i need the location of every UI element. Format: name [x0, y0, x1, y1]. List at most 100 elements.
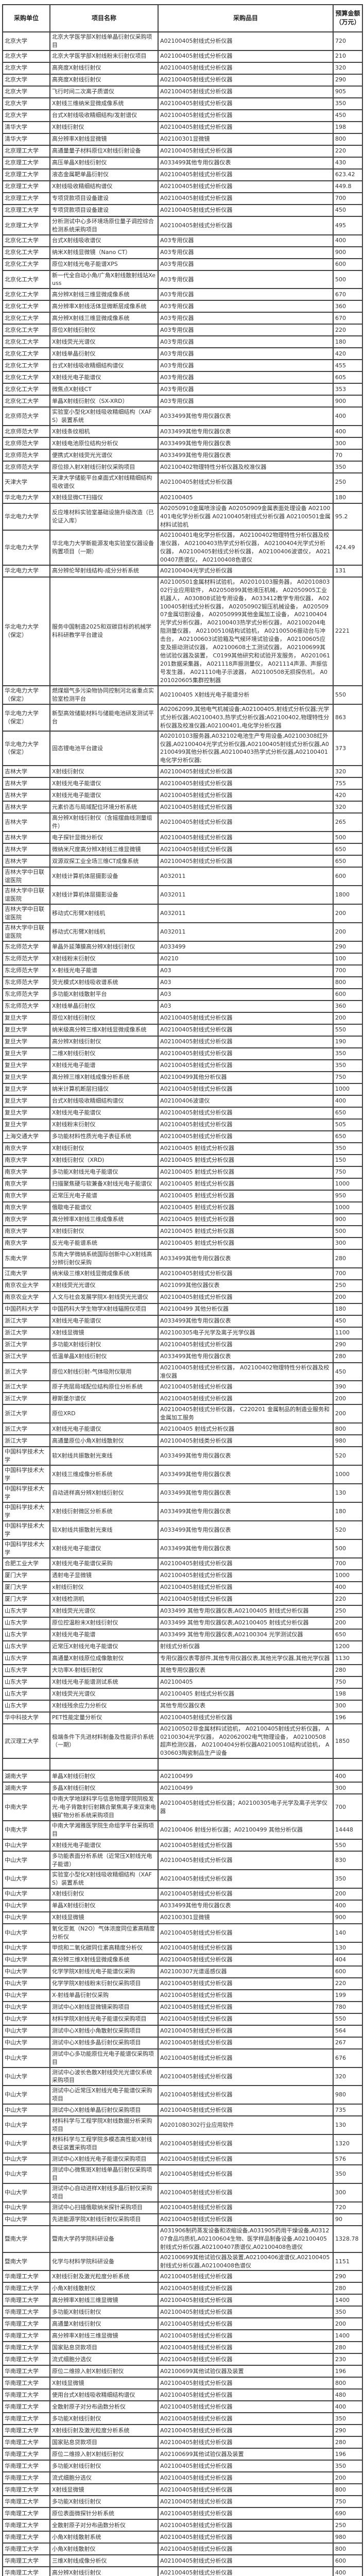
table-row: 浙江大学 原位X射线衍射-气体吸附仪联用 A02100405射线式分析仪器， A02… [2, 1362, 363, 1382]
cell-unit: 山东大学 [2, 1687, 50, 1701]
table-row: 山东大学 原位控温粉末X射线衍射仪 A033499 其他专用仪器仪表,A021004… [2, 1616, 363, 1630]
cell-unit: 暨南大学 [2, 2251, 50, 2272]
cell-unit: 吉林大学中日联谊医院 [2, 867, 50, 887]
cell-budget: 800 [333, 2543, 363, 2556]
cell-unit: 华南理工大学 [2, 2270, 50, 2283]
cell-project: 人文与社会发展学院X-射线荧光光谱仪 [49, 1291, 159, 1304]
cell-unit: 中山大学 [2, 2134, 50, 2154]
cell-project: 二维X射线衍射仪 [49, 1047, 159, 1060]
cell-unit: 合肥工业大学 [2, 1557, 50, 1570]
cell-items: A02100405射线式分析仪器， A02100402物理特性分析仪器及校准仪器 [158, 1362, 334, 1382]
cell-project: 原位二维掠入射X射线衍射仪 [49, 2365, 159, 2378]
cell-unit: 复旦大学 [2, 1035, 50, 1048]
cell-project: 高通量X射线原位成像散射仪 [49, 1652, 159, 1665]
cell-items: A02100405射线式分析仪器 [158, 2353, 334, 2366]
cell-project: 双源双探工业全场三维CT成像系统 [49, 855, 159, 868]
cell-unit: 北京理工大学 [2, 192, 50, 205]
cell-unit: 山东大学 [2, 1699, 50, 1713]
cell-items: A02100405射线式分析仪器 [158, 144, 334, 158]
table-body: 北京大学 北京大学医学部X射线单晶衍射仪采购项目 A02100405射线式分析仪器 7… [2, 31, 363, 2576]
cell-unit: 北京大学 [2, 61, 50, 75]
cell-project: 测试中心微焦斑X射线单晶衍射仪采购项目 [49, 2164, 159, 2184]
cell-unit: 南京大学 [2, 1154, 50, 1167]
cell-project: 材料学院X射线光电子能谱仪采购项目 [49, 2012, 159, 2026]
cell-unit: 复旦大学 [2, 1082, 50, 1096]
cell-items: A032011 [158, 885, 334, 905]
cell-items: A02100405射线式分析仪器 [158, 2388, 334, 2402]
cell-project: 高分辨X射线衍射仪（含摇摆曲线测量组件） [49, 812, 159, 833]
cell-project: 全散射原子对分布函数分析仪 [49, 2400, 159, 2414]
cell-budget: 900 [333, 395, 363, 408]
cell-unit: 中山大学 [2, 2201, 50, 2214]
table-row: 华中科技大学 PET性能定量分析仪 A02100405射线式分析仪器 196 [2, 1711, 363, 1724]
table-row: 浙江大学 X射线光电子能谱仪 A033499其他专用仪器仪表 450 [2, 1314, 363, 1328]
cell-budget: 150 [333, 1154, 363, 1167]
table-row: 厦门大学 X射线检测机 A02100405射线式分析仪器 220 [2, 1592, 363, 1606]
table-row: 浙江大学 X射线显微镜 A02100305电子光学及离子光学仪器 1100 [2, 1326, 363, 1340]
cell-unit: 中山大学 [2, 1887, 50, 1901]
cell-unit: 华南理工大学 [2, 2282, 50, 2295]
table-row: 暨南大学 暨南大学药学院科研设备 A031906制药蒸发设备和浓缩设备,A03190… [2, 2225, 363, 2253]
cell-project: X射线光电子能谱仪 [49, 371, 159, 384]
cell-budget: 1400 [333, 2329, 363, 2343]
cell-unit: 南京大学 [2, 1142, 50, 1155]
table-row: 湖南大学 单晶X射线衍射仪 A02100499 400 [2, 1770, 363, 1783]
table-row: 复旦大学 高分辨X射线衍射仪 A02100405射线式分析仪器 190 [2, 1035, 363, 1048]
cell-budget: 550 [333, 1839, 363, 1852]
cell-budget: 250 [333, 2519, 363, 2532]
table-row: 华北电力大学 X射线显微CT扫描仪 A02100405 180 [2, 491, 363, 504]
cell-items: A02100405射线式分析仪器 [158, 472, 334, 493]
cell-unit: 中山大学 [2, 1923, 50, 1943]
cell-unit: 中山大学 [2, 1851, 50, 1870]
cell-unit: 华南理工大学 [2, 2365, 50, 2378]
cell-unit: 中山大学 [2, 1869, 50, 1889]
cell-items: A02100405射线式分析仪器 [158, 1569, 334, 1582]
cell-items: A02100405射线式分析仪器 [158, 2134, 334, 2154]
cell-items: A02100405射线式分析仪器 [158, 831, 334, 844]
table-row: 中山大学 测试中心X射线小角散射仪采购项目 A02100405射线式分析仪器 564 [2, 2024, 363, 2038]
cell-project: 中南大学地球科学与信息物理学院阴极发光-电子背散射衍射耦合聚焦离子束双束电镜矿物… [49, 1793, 159, 1822]
table-row: 厦门大学 透射电子显微镜 A02100405射线式分析仪器 1000 [2, 1569, 363, 1582]
cell-items: A02100405射线式分析仪器 [158, 204, 334, 217]
cell-budget: 950 [333, 1189, 363, 1202]
cell-budget: 650 [333, 1628, 363, 1641]
cell-unit: 中山大学 [2, 2182, 50, 2202]
cell-project: X射线衍射仪 [49, 765, 159, 778]
cell-items: A033499其他专用仪器仪表 [158, 1501, 334, 1521]
cell-project: 反应堆材料实验室基础设施升级改造（已论证入库） [49, 503, 159, 531]
cell-budget: 1800 [333, 885, 363, 905]
cell-items: A021099其他仪器仪表 [158, 1279, 334, 1292]
cell-unit: 中山大学 [2, 2024, 50, 2038]
cell-project: 移动式C形臂X射线机 [49, 922, 159, 942]
cell-project: X射线光电子能谱测试系统 [49, 1675, 159, 1689]
table-row: 北京理工大学 高压单晶X射线衍射仪 A033499其他专用仪器仪表 430 [2, 156, 363, 170]
table-row: 华南理工大学 X射线显微镜 A02100405射线式分析仪器 800 [2, 2377, 363, 2390]
cell-project: X射线显微镜 [49, 2483, 159, 2497]
cell-items: A02100405射线式分析仪器 [158, 765, 334, 778]
table-row: 华北电力大学 华北电力大学新能源发电实验室仪器设备购置项目（一期） A0210040… [2, 529, 363, 566]
cell-items: A02100405射线式分析仪器 [158, 1106, 334, 1120]
table-row: 中山大学 X射线光电子能谱仪 A02100405射线式分析仪器 550 [2, 1839, 363, 1852]
cell-project: X射线光电子能谱仪 [49, 1422, 159, 1436]
cell-project: X射线检测机 [49, 1592, 159, 1606]
cell-unit: 吉林大学 [2, 831, 50, 844]
table-row: 华南理工大学 国家贴息贷款项目 A02100405射线式分析仪器 280 [2, 2341, 363, 2354]
cell-unit: 吉林大学 [2, 801, 50, 814]
cell-budget: 900 [333, 246, 363, 259]
cell-project: 分析测试中心多环境场原位量子调控综合检测系统采购项目 [49, 215, 159, 235]
table-row: 华北电力大学（保定） 固态锂电池平台建设 A02010103服务器,A032102电… [2, 730, 363, 767]
cell-project: 测试中心X射线小角散射仪采购项目 [49, 2024, 159, 2038]
cell-items: A02100405射线式分析仪器 [158, 1011, 334, 1025]
cell-unit: 华北电力大学 [2, 503, 50, 531]
cell-unit: 中山大学 [2, 1911, 50, 1924]
cell-project: 流式细胞分选仪 [49, 2471, 159, 2485]
cell-budget: 280 [333, 1248, 363, 1268]
cell-items: A02100405射线式分析仪器 [158, 2329, 334, 2343]
cell-unit: 北京师范大学 [2, 449, 50, 462]
cell-items: A02100405射线式分析仪器 [158, 1977, 334, 1990]
table-row: 北京理工大学 高通量量子材料原位X射线衍射设备 A02100405射线式分析仪器 22… [2, 144, 363, 158]
cell-unit: 复旦大学 [2, 1071, 50, 1084]
cell-unit: 北京化工大学 [2, 300, 50, 313]
cell-unit: 华南理工大学 [2, 2495, 50, 2509]
cell-unit: 北京化工大学 [2, 324, 50, 337]
